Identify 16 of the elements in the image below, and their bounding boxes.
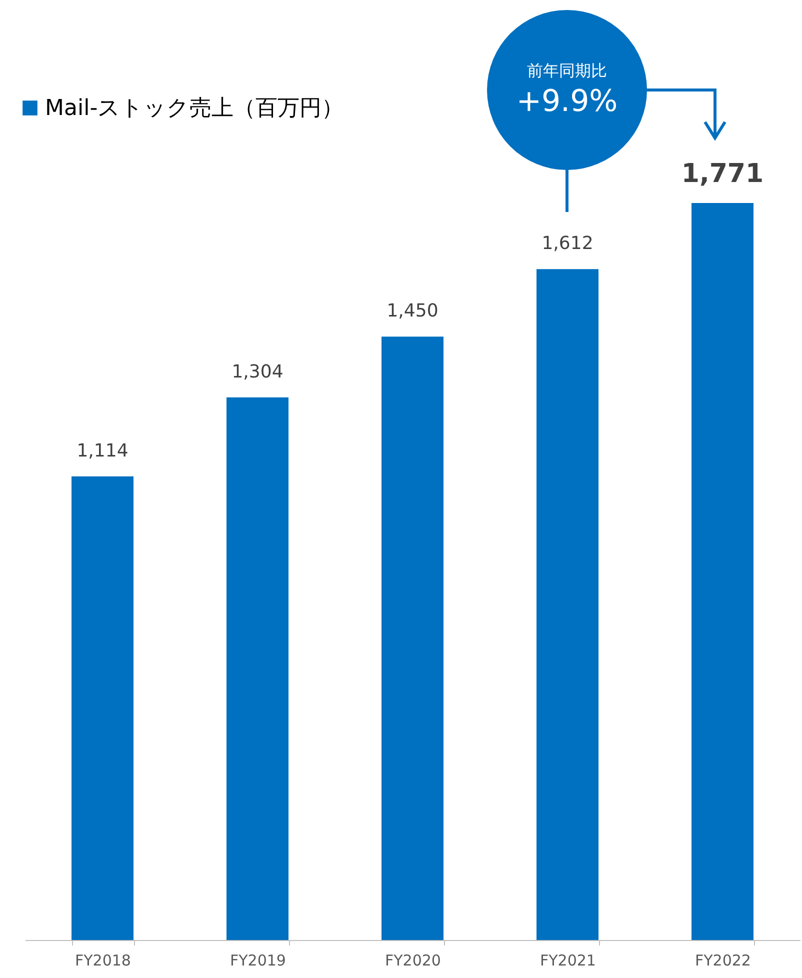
bar: [536, 269, 598, 940]
data-label: 1,450: [386, 300, 438, 322]
bar: [382, 336, 444, 940]
data-label: 1,612: [542, 233, 594, 254]
bar: [72, 476, 134, 940]
x-tick-label: FY2022: [695, 952, 751, 970]
bar: [226, 397, 288, 940]
x-tick-label: FY2020: [385, 952, 441, 970]
x-tick-label: FY2019: [230, 952, 286, 970]
data-label: 1,771: [681, 159, 764, 189]
x-tick-label: FY2018: [75, 952, 131, 970]
data-label: 1,114: [76, 440, 128, 462]
legend-label: Mail-ストック売上（百万円）: [45, 96, 344, 121]
bar: [692, 203, 754, 940]
data-label: 1,304: [232, 361, 284, 382]
x-tick-label: FY2021: [540, 952, 596, 970]
